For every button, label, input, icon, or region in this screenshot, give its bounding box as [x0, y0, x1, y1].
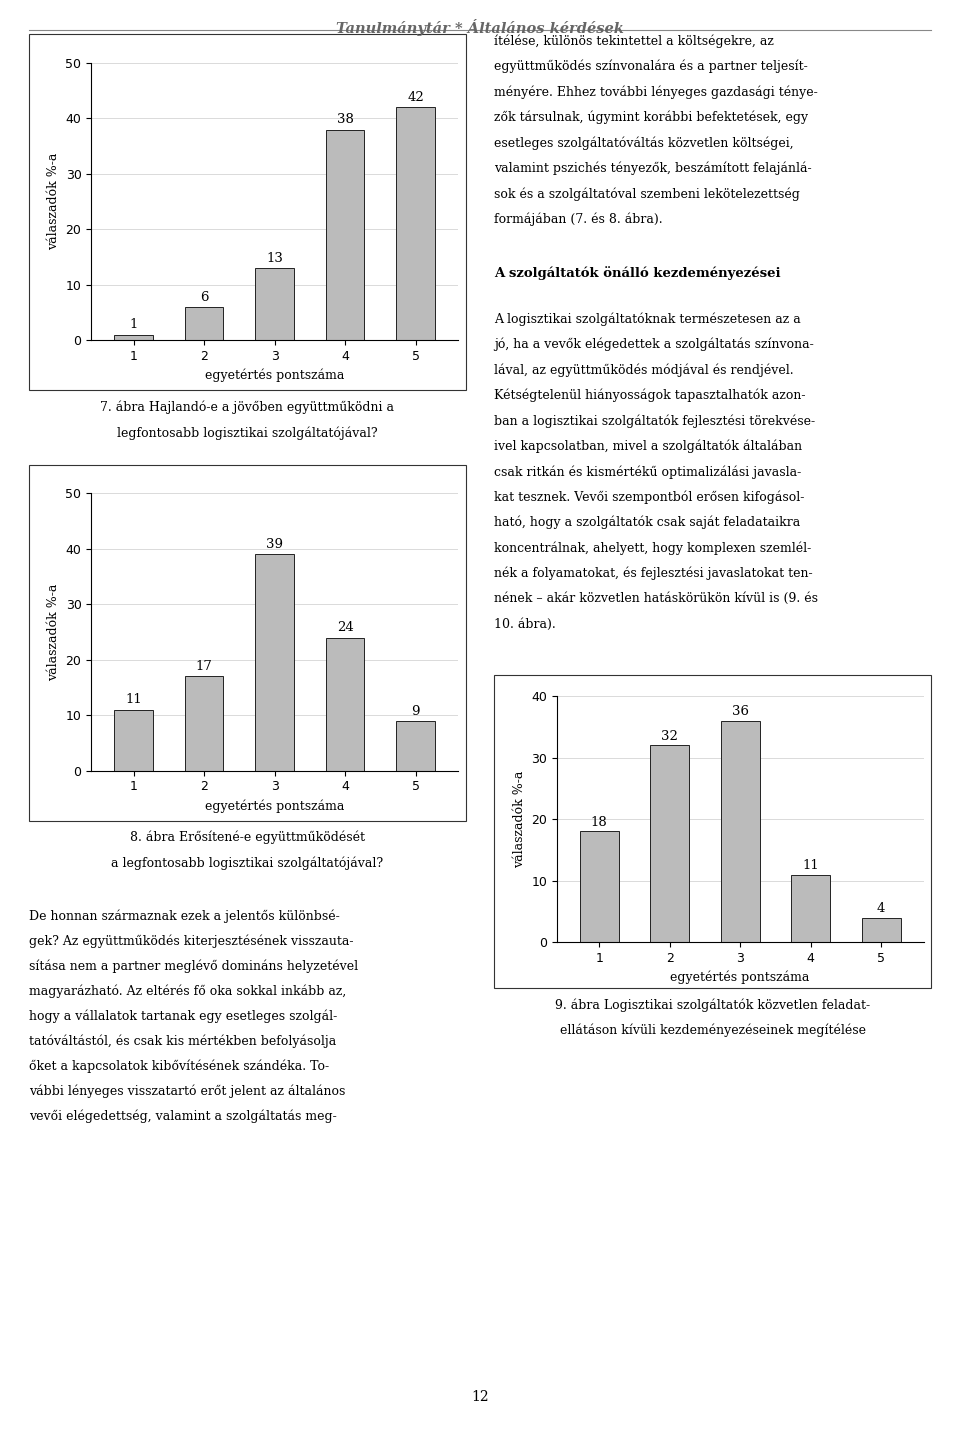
Text: ellátáson kívüli kezdeményezéseinek megítélése: ellátáson kívüli kezdeményezéseinek megí…	[560, 1024, 866, 1037]
Text: 6: 6	[200, 290, 208, 303]
Text: sítása nem a partner meglévő domináns helyzetével: sítása nem a partner meglévő domináns he…	[29, 960, 358, 972]
Text: 9: 9	[411, 705, 420, 718]
Text: 24: 24	[337, 621, 353, 635]
Text: nék a folyamatokat, és fejlesztési javaslatokat ten-: nék a folyamatokat, és fejlesztési javas…	[494, 566, 813, 581]
Text: 8. ábra Erősítené-e együttműködését: 8. ábra Erősítené-e együttműködését	[130, 831, 365, 844]
Text: 4: 4	[877, 902, 885, 915]
Text: 10. ábra).: 10. ábra).	[494, 618, 556, 631]
Text: magyarázható. Az eltérés fő oka sokkal inkább az,: magyarázható. Az eltérés fő oka sokkal i…	[29, 985, 346, 998]
Text: hogy a vállalatok tartanak egy esetleges szolgál-: hogy a vállalatok tartanak egy esetleges…	[29, 1010, 337, 1022]
Bar	[325, 130, 365, 340]
Text: 36: 36	[732, 705, 749, 718]
Bar	[114, 335, 153, 340]
Text: ítélése, különös tekintettel a költségekre, az: ítélése, különös tekintettel a költségek…	[494, 34, 775, 47]
Text: esetleges szolgáltatóváltás közvetlen költségei,: esetleges szolgáltatóváltás közvetlen kö…	[494, 136, 794, 150]
Bar	[396, 721, 435, 771]
Text: 13: 13	[266, 252, 283, 265]
Text: 18: 18	[590, 817, 608, 829]
Y-axis label: válaszadók %-a: válaszadók %-a	[47, 153, 60, 250]
Text: 12: 12	[471, 1390, 489, 1404]
Text: valamint pszichés tényezők, beszámított felajánlá-: valamint pszichés tényezők, beszámított …	[494, 162, 812, 174]
Text: 32: 32	[661, 729, 678, 744]
Text: 38: 38	[337, 113, 353, 126]
Text: ivel kapcsolatban, mivel a szolgáltatók általában: ivel kapcsolatban, mivel a szolgáltatók …	[494, 439, 803, 453]
Text: 17: 17	[196, 661, 212, 674]
Text: ható, hogy a szolgáltatók csak saját feladataikra: ható, hogy a szolgáltatók csak saját fel…	[494, 516, 801, 529]
Bar	[184, 676, 224, 771]
Text: együttműködés színvonalára és a partner teljesít-: együttműködés színvonalára és a partner …	[494, 60, 808, 73]
Text: A logisztikai szolgáltatóknak természetesen az a: A logisztikai szolgáltatóknak természete…	[494, 312, 802, 326]
X-axis label: egyetértés pontszáma: egyetértés pontszáma	[670, 971, 810, 984]
Bar	[580, 831, 618, 942]
Text: 11: 11	[803, 859, 819, 872]
Text: 1: 1	[130, 319, 137, 332]
Text: A szolgáltatók önálló kezdeményezései: A szolgáltatók önálló kezdeményezései	[494, 266, 781, 280]
Text: 11: 11	[125, 694, 142, 706]
Text: vevői elégedettség, valamint a szolgáltatás meg-: vevői elégedettség, valamint a szolgálta…	[29, 1110, 337, 1123]
Text: tatóváltástól, és csak kis mértékben befolyásolja: tatóváltástól, és csak kis mértékben bef…	[29, 1035, 336, 1048]
Text: csak ritkán és kismértékű optimalizálási javasla-: csak ritkán és kismértékű optimalizálási…	[494, 465, 802, 479]
Bar	[184, 307, 224, 340]
Bar	[255, 269, 294, 340]
Text: sok és a szolgáltatóval szembeni lekötelezettség: sok és a szolgáltatóval szembeni lekötel…	[494, 187, 801, 200]
Text: vábbi lényeges visszatartó erőt jelent az általános: vábbi lényeges visszatartó erőt jelent a…	[29, 1085, 346, 1098]
Y-axis label: válaszadók %-a: válaszadók %-a	[47, 583, 60, 681]
Text: 7. ábra Hajlandó-e a jövőben együttműködni a: 7. ábra Hajlandó-e a jövőben együttműköd…	[100, 400, 395, 413]
Text: jó, ha a vevők elégedettek a szolgáltatás színvona-: jó, ha a vevők elégedettek a szolgáltatá…	[494, 337, 814, 352]
Bar	[255, 555, 294, 771]
Text: a legfontosabb logisztikai szolgáltatójával?: a legfontosabb logisztikai szolgáltatójá…	[111, 857, 383, 869]
Bar	[325, 638, 365, 771]
Bar	[114, 709, 153, 771]
Y-axis label: válaszadók %-a: válaszadók %-a	[513, 771, 526, 868]
Text: koncentrálnak, ahelyett, hogy komplexen szemlél-: koncentrálnak, ahelyett, hogy komplexen …	[494, 542, 811, 555]
Text: lával, az együttműködés módjával és rendjével.: lával, az együttműködés módjával és rend…	[494, 363, 794, 376]
Text: Kétségtelenül hiányosságok tapasztalhatók azon-: Kétségtelenül hiányosságok tapasztalható…	[494, 389, 805, 402]
X-axis label: egyetértés pontszáma: egyetértés pontszáma	[204, 799, 345, 812]
Text: legfontosabb logisztikai szolgáltatójával?: legfontosabb logisztikai szolgáltatójáva…	[117, 426, 377, 439]
Text: ban a logisztikai szolgáltatók fejlesztési törekvése-: ban a logisztikai szolgáltatók fejleszté…	[494, 415, 816, 428]
Text: Tanulmánytár * Általános kérdések: Tanulmánytár * Általános kérdések	[336, 19, 624, 36]
Bar	[396, 107, 435, 340]
Text: De honnan származnak ezek a jelentős különbsé-: De honnan származnak ezek a jelentős kül…	[29, 909, 340, 922]
Bar	[791, 875, 830, 942]
Bar	[721, 721, 759, 942]
Bar	[650, 745, 689, 942]
Text: 9. ábra Logisztikai szolgáltatók közvetlen feladat-: 9. ábra Logisztikai szolgáltatók közvetl…	[555, 998, 871, 1011]
Text: ményére. Ehhez további lényeges gazdasági ténye-: ményére. Ehhez további lényeges gazdaság…	[494, 86, 818, 99]
Text: őket a kapcsolatok kibővítésének szándéka. To-: őket a kapcsolatok kibővítésének szándék…	[29, 1060, 329, 1072]
Text: zők társulnak, úgymint korábbi befektetések, egy: zők társulnak, úgymint korábbi befekteté…	[494, 110, 808, 124]
Text: kat tesznek. Vevői szempontból erősen kifogásol-: kat tesznek. Vevői szempontból erősen ki…	[494, 490, 804, 503]
Text: nének – akár közvetlen hatáskörükön kívül is (9. és: nének – akár közvetlen hatáskörükön kívü…	[494, 592, 818, 605]
X-axis label: egyetértés pontszáma: egyetértés pontszáma	[204, 369, 345, 382]
Text: gek? Az együttműködés kiterjesztésének visszauta-: gek? Az együttműködés kiterjesztésének v…	[29, 935, 353, 948]
Text: 39: 39	[266, 538, 283, 551]
Text: 42: 42	[407, 92, 424, 104]
Text: formájában (7. és 8. ábra).: formájában (7. és 8. ábra).	[494, 213, 663, 226]
Bar	[862, 918, 900, 942]
